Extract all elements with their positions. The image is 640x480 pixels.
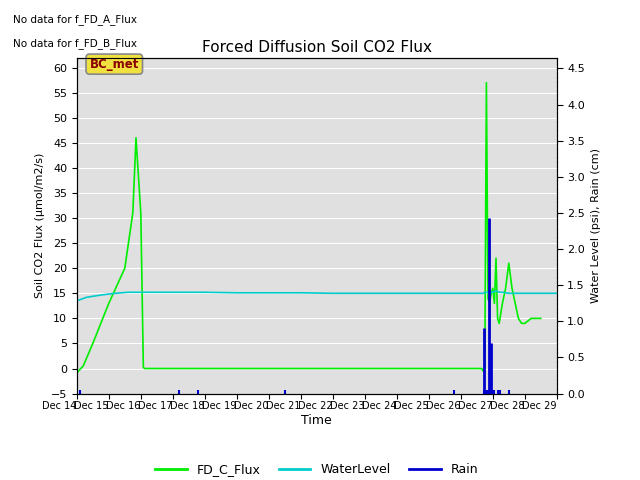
Y-axis label: Soil CO2 Flux (μmol/m2/s): Soil CO2 Flux (μmol/m2/s) (35, 153, 45, 298)
Text: BC_met: BC_met (90, 58, 139, 71)
Text: No data for f_FD_B_Flux: No data for f_FD_B_Flux (13, 38, 137, 49)
Text: No data for f_FD_A_Flux: No data for f_FD_A_Flux (13, 14, 137, 25)
Title: Forced Diffusion Soil CO2 Flux: Forced Diffusion Soil CO2 Flux (202, 40, 432, 55)
X-axis label: Time: Time (301, 414, 332, 427)
Legend: FD_C_Flux, WaterLevel, Rain: FD_C_Flux, WaterLevel, Rain (150, 458, 483, 480)
Y-axis label: Water Level (psi), Rain (cm): Water Level (psi), Rain (cm) (591, 148, 600, 303)
